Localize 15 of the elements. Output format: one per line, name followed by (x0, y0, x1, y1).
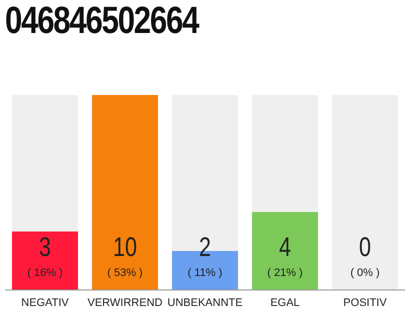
annotation: ( 16% ) (27, 267, 63, 279)
data-label: 4 (278, 232, 292, 263)
x-tick-label: NEGATIV (21, 296, 70, 309)
x-tick-label: UNBEKANNTE (167, 296, 243, 309)
x-tick-label: VERWIRREND (88, 296, 163, 309)
x-tick-label: POSITIV (343, 296, 388, 309)
annotation: ( 0% ) (350, 267, 380, 279)
annotation: ( 21% ) (267, 267, 303, 279)
data-label: 3 (38, 232, 52, 263)
data-label: 10 (112, 232, 138, 263)
chart-title: 046846502664 (5, 0, 198, 43)
x-tick-label: EGAL (270, 296, 300, 309)
data-label: 0 (358, 232, 372, 263)
annotation: ( 11% ) (188, 267, 222, 279)
annotation: ( 53% ) (107, 267, 143, 279)
